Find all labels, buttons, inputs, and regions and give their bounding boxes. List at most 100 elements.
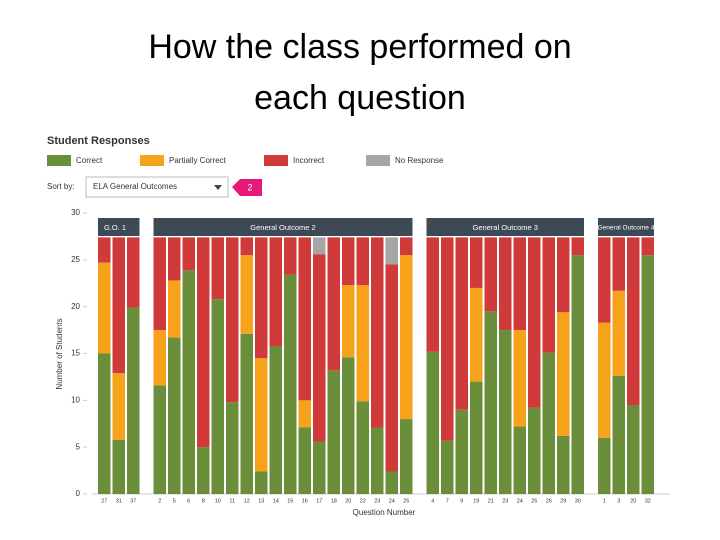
bar-segment [441,440,454,494]
x-tick-label: 23 [502,498,508,504]
group-label: General Outcome 2 [250,223,315,232]
bar-segment [571,255,584,494]
bar-segment [269,237,282,347]
x-tick-label: 24 [517,498,523,504]
bar-segment [385,237,398,265]
bar-segment [298,237,311,401]
legend-label: No Response [395,156,444,165]
bar-segment [327,237,340,371]
bar-segment [441,237,454,441]
slide-title: How the class performed on each question [148,28,572,117]
x-tick-label: 18 [331,498,337,504]
bar-segment [240,333,253,494]
bar-segment [426,237,439,352]
bar-segment [513,237,526,331]
bar-segment [240,237,253,256]
bar-segment [153,330,166,386]
bar-segment [112,237,125,374]
x-tick-label: 16 [302,498,308,504]
y-tick-label: 20 [71,302,80,311]
legend-swatch [140,155,164,166]
x-tick-label: 6 [187,498,190,504]
bar-segment [269,346,282,494]
x-tick-label: 13 [258,498,264,504]
x-tick-label: 5 [173,498,176,504]
bar-segment [528,407,541,494]
legend-swatch [47,155,71,166]
bar-segment [484,311,497,494]
bar-segment [470,237,483,288]
bar-segment [168,237,181,281]
bar-segment [182,270,195,494]
x-tick-label: 23 [374,498,380,504]
y-tick-label: 25 [71,255,80,264]
bar-segment [641,237,654,256]
x-tick-label: 2 [158,498,161,504]
bar-segment [313,237,326,255]
bar-segment [112,373,125,440]
x-tick-label: 31 [116,498,122,504]
bar-segment [612,237,625,291]
bar-segment [240,255,253,334]
group-label: General Outcome 3 [473,223,538,232]
bar-segment [455,409,468,494]
bar-segment [598,322,611,438]
bar-segment [298,400,311,428]
group-label: G.O. 1 [104,223,126,232]
bar-segment [470,287,483,382]
bar-segment [542,237,555,353]
bar-segment [112,439,125,494]
bar-segment [499,237,512,331]
sort-dropdown[interactable] [85,176,229,198]
x-tick-label: 25 [531,498,537,504]
bar-segment [385,471,398,494]
bar-segment [127,307,140,494]
x-tick-label: 22 [360,498,366,504]
bar-segment [284,237,297,275]
x-tick-label: 8 [202,498,205,504]
group-header [153,218,413,236]
x-tick-label: 26 [546,498,552,504]
bar-segment [284,274,297,494]
x-tick-label: 29 [560,498,566,504]
bar-segment [182,237,195,271]
bar-segment [627,237,640,406]
x-tick-label: 24 [389,498,395,504]
legend-label: Correct [76,156,103,165]
bar-segment [197,237,210,448]
legend-swatch [366,155,390,166]
x-tick-label: 17 [316,498,322,504]
x-tick-label: 3 [617,498,620,504]
x-tick-label: 37 [130,498,136,504]
y-tick-label: 30 [71,208,80,217]
bar-segment [153,385,166,494]
x-tick-label: 7 [446,498,449,504]
bar-segment [211,237,224,300]
bar-segment [313,254,326,442]
x-tick-label: 20 [345,498,351,504]
bar-segment [557,435,570,494]
y-tick-label: 15 [71,349,80,358]
bar-segment [98,237,111,263]
bar-segment [98,262,111,354]
x-tick-label: 19 [473,498,479,504]
bar-segment [342,285,355,358]
bar-segment [627,405,640,494]
legend-swatch [264,155,288,166]
sort-value: ELA General Outcomes [93,182,177,191]
x-tick-label: 32 [645,498,651,504]
y-tick-label: 0 [76,489,81,498]
bar-segment [371,237,384,428]
x-tick-label: 9 [460,498,463,504]
bar-segment [400,419,413,494]
bar-segment [455,237,468,410]
bar-segment [400,237,413,256]
bar-segment [513,426,526,494]
bar-segment [168,280,181,338]
y-tick-label: 5 [76,442,81,451]
x-axis-label: Question Number [353,508,416,517]
bar-segment [470,381,483,494]
bar-segment [557,237,570,313]
bar-segment [612,375,625,494]
x-tick-label: 15 [287,498,293,504]
